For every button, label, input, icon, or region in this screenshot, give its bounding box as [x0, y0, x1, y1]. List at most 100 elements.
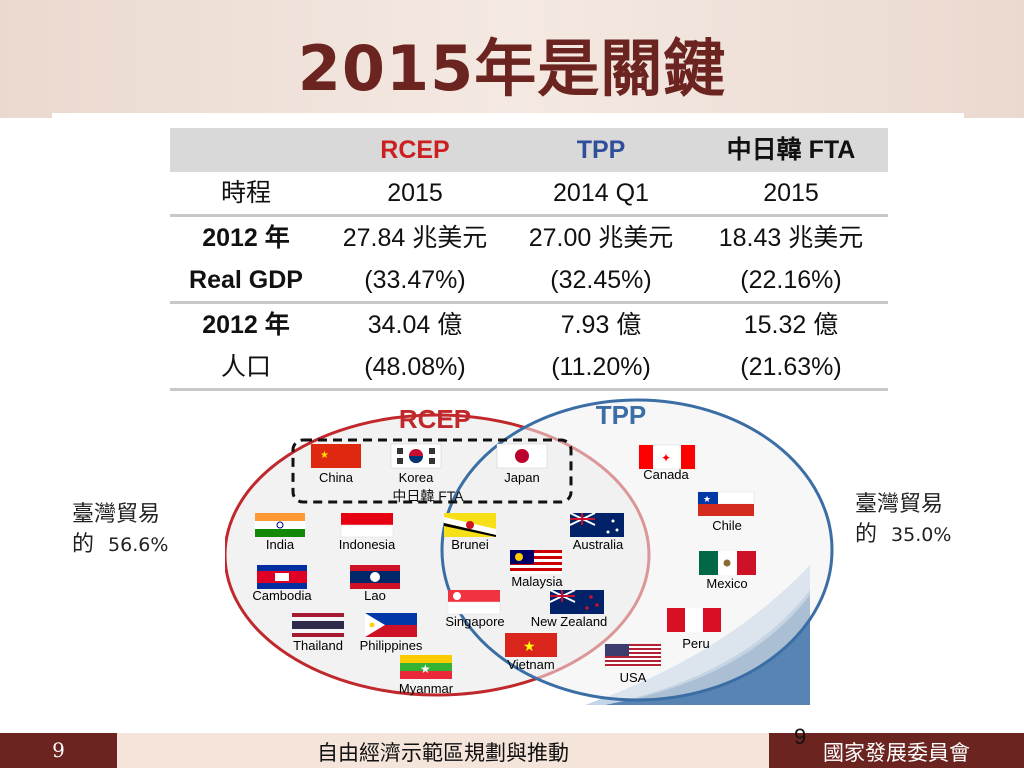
footer-title: 自由經濟示範區規劃與推動 — [317, 741, 569, 765]
title-band — [0, 0, 1024, 118]
table-row: Real GDP (33.47%) (32.45%) (22.16%) — [170, 259, 888, 303]
country-label-philippines: Philippines — [360, 638, 423, 653]
svg-text:★: ★ — [320, 450, 329, 461]
table-cell: 15.32 億 — [694, 301, 888, 346]
flag-vietnam-icon: ★ — [505, 633, 557, 657]
country-label-thailand: Thailand — [293, 638, 343, 653]
left-trade-note: 臺灣貿易 的 56.6% — [72, 500, 168, 560]
flag-philippines-icon — [365, 613, 417, 637]
header-cell-rcep: RCEP — [322, 128, 508, 172]
svg-text:✦: ✦ — [661, 451, 671, 465]
flag-usa-icon — [604, 643, 662, 669]
country-label-singapore: Singapore — [445, 614, 504, 629]
country-label-lao: Lao — [364, 588, 386, 603]
page-number-overlay: 9 — [794, 724, 807, 749]
table-cell: 2015 — [763, 179, 819, 207]
table-cell: (48.08%) — [322, 346, 508, 391]
table-cell: 27.00 兆美元 — [508, 214, 694, 259]
table-row: 2012 年 27.84 兆美元 27.00 兆美元 18.43 兆美元 — [170, 214, 888, 259]
table-cell: 27.84 兆美元 — [322, 214, 508, 259]
tpp-ellipse — [440, 398, 834, 702]
country-label-mexico: Mexico — [706, 576, 747, 591]
left-note-percent: 56.6% — [108, 534, 169, 556]
footer-bar: 9 自由經濟示範區規劃與推動 國家發展委員會 — [0, 733, 1024, 768]
right-trade-note: 臺灣貿易 的 35.0% — [855, 490, 951, 550]
cjk-fta-box — [291, 438, 573, 504]
left-note-line1: 臺灣貿易 — [72, 502, 161, 527]
table-cell: (22.16%) — [740, 266, 842, 294]
footer-page-number: 9 — [0, 733, 117, 768]
country-label-new-zealand: New Zealand — [531, 614, 608, 629]
country-label-japan: Japan — [504, 470, 539, 485]
country-label-korea: Korea — [399, 470, 434, 485]
table-header-row: RCEP TPP 中日韓 FTA — [170, 128, 888, 172]
comparison-table: RCEP TPP 中日韓 FTA 時程 2015 2014 Q1 2015 20… — [170, 128, 888, 391]
flag-myanmar-icon: ★ — [400, 655, 452, 679]
row-label-population: 人口 — [170, 346, 322, 391]
country-label-usa: USA — [620, 670, 647, 685]
flag-malaysia-icon — [510, 550, 562, 574]
country-label-australia: Australia — [573, 537, 624, 552]
table-cell: 7.93 億 — [508, 301, 694, 346]
flag-indonesia-icon — [340, 513, 394, 538]
header-cell-cjk-fta: 中日韓 FTA — [694, 128, 888, 172]
flag-japan-icon — [496, 443, 548, 469]
table-cell: (11.20%) — [508, 346, 694, 391]
country-label-myanmar: Myanmar — [399, 681, 454, 696]
table-row: 2012 年 34.04 億 7.93 億 15.32 億 — [170, 301, 888, 346]
country-label-malaysia: Malaysia — [511, 574, 563, 589]
flag-new-zealand-icon — [549, 589, 604, 614]
table-cell: 18.43 兆美元 — [694, 214, 888, 259]
background-swoosh — [605, 590, 810, 705]
rcep-label: RCEP — [399, 404, 471, 434]
table-cell: 2015 — [387, 179, 443, 207]
flag-chile-icon: ★ — [697, 491, 755, 516]
country-label-china: China — [319, 470, 354, 485]
flag-australia-icon — [569, 512, 624, 537]
flag-singapore-icon — [447, 590, 501, 615]
venn-diagram: RCEP TPP 中日韓 FTA ★ China Korea Japan Ind… — [225, 398, 834, 705]
country-label-canada: Canada — [643, 467, 689, 482]
table-row: 人口 (48.08%) (11.20%) (21.63%) — [170, 346, 888, 391]
table-row: 時程 2015 2014 Q1 2015 — [170, 172, 888, 216]
flag-cambodia-icon — [257, 565, 307, 589]
flag-china-icon: ★ — [311, 444, 361, 468]
row-label-schedule: 時程 — [220, 179, 271, 207]
country-label-brunei: Brunei — [451, 537, 489, 552]
svg-text:★: ★ — [523, 638, 536, 654]
header-cell-empty — [170, 128, 322, 172]
slide-title: 2015年是關鍵 — [297, 32, 727, 105]
country-label-cambodia: Cambodia — [252, 588, 312, 603]
flag-thailand-icon — [292, 613, 344, 637]
svg-text:★: ★ — [703, 494, 711, 504]
left-note-line2: 的 56.6% — [72, 530, 168, 560]
right-note-percent: 35.0% — [891, 524, 952, 546]
country-label-india: India — [266, 537, 295, 552]
flag-india-icon — [255, 513, 305, 537]
table-cell: 34.04 億 — [322, 301, 508, 346]
svg-text:★: ★ — [420, 662, 431, 676]
right-note-line2: 的 35.0% — [855, 520, 951, 550]
right-note-line1: 臺灣貿易 — [855, 492, 944, 517]
flag-peru-icon — [667, 608, 721, 632]
flag-canada-icon: ✦ — [638, 444, 696, 470]
right-note-prefix: 的 — [855, 522, 878, 547]
country-label-chile: Chile — [712, 518, 742, 533]
flag-korea-icon — [390, 443, 442, 469]
flag-mexico-icon — [699, 551, 756, 575]
country-label-vietnam: Vietnam — [507, 657, 554, 672]
table-cell: (21.63%) — [694, 346, 888, 391]
header-cell-tpp: TPP — [508, 128, 694, 172]
table-cell: (33.47%) — [364, 266, 466, 294]
footer-organization: 國家發展委員會 — [769, 733, 1024, 768]
left-note-prefix: 的 — [72, 532, 95, 557]
row-label-population-year: 2012 年 — [170, 301, 322, 346]
row-label-real-gdp: Real GDP — [189, 266, 303, 294]
row-label-gdp-year: 2012 年 — [170, 214, 322, 259]
tpp-label: TPP — [596, 400, 647, 430]
table-cell: (32.45%) — [550, 266, 652, 294]
table-cell: 2014 Q1 — [553, 179, 649, 207]
flag-brunei-icon — [444, 513, 496, 537]
country-label-peru: Peru — [682, 636, 709, 651]
flag-lao-icon — [350, 565, 400, 589]
